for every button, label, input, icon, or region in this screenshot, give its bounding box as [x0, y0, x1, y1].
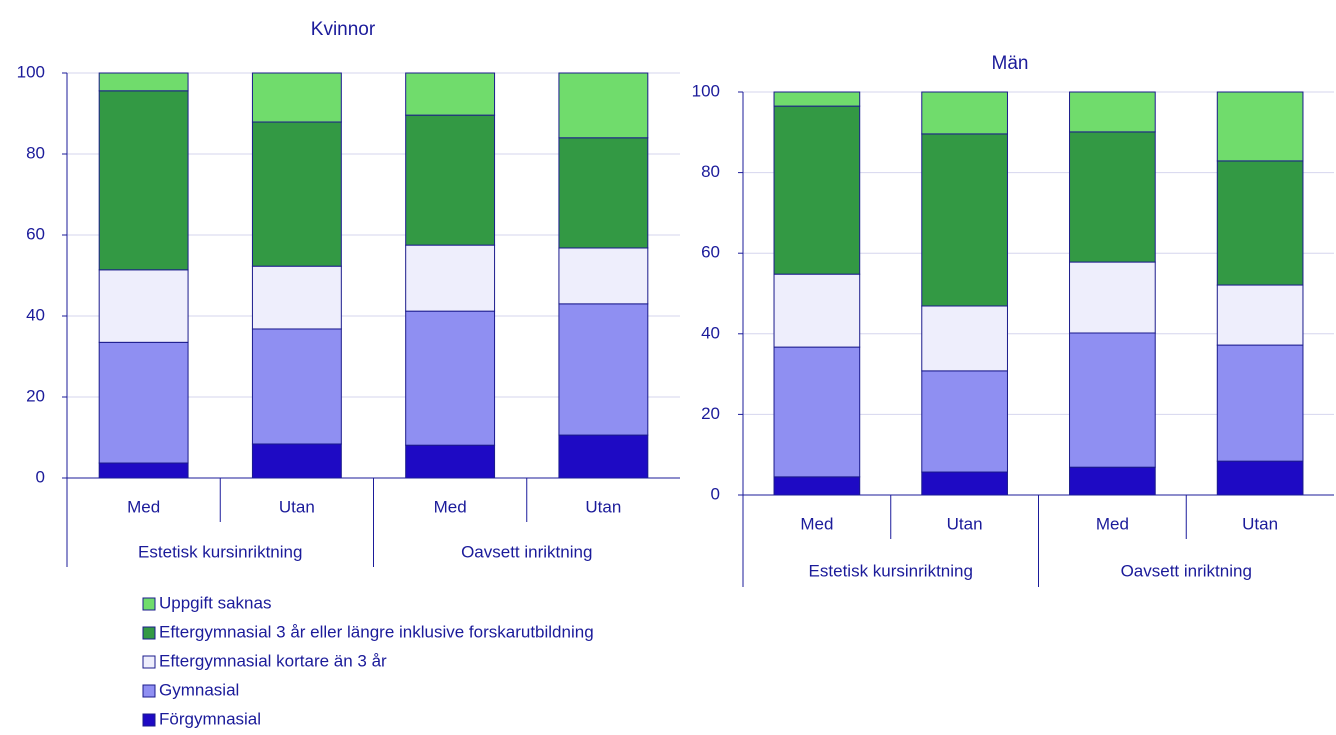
legend-swatch: [142, 626, 156, 640]
x-tick-label: Utan: [947, 514, 983, 533]
bar-segment: [558, 137, 649, 249]
bar-segment: [558, 72, 649, 139]
legend-label: Förgymnasial: [159, 709, 261, 728]
x-tick-label: Utan: [279, 497, 315, 516]
x-tick-label: Med: [800, 514, 833, 533]
y-tick-label: 60: [26, 224, 45, 243]
bar-segment: [558, 303, 649, 436]
bar-segment: [773, 476, 861, 496]
bar-segment: [251, 443, 342, 479]
bar-segment: [1069, 466, 1156, 496]
bar-segment: [98, 72, 189, 92]
bar-segment: [773, 105, 861, 275]
bar-segment: [921, 133, 1008, 307]
bar-segment: [1069, 91, 1156, 133]
bar-segment: [405, 72, 496, 116]
bar-segment: [1069, 131, 1156, 263]
bar-segment: [773, 273, 861, 348]
group-label: Estetisk kursinriktning: [809, 561, 973, 580]
bar-segment: [558, 434, 649, 479]
bar-segment: [405, 310, 496, 446]
bar-segment: [98, 462, 189, 479]
group-label: Oavsett inriktning: [1121, 561, 1252, 580]
y-tick-label: 100: [692, 81, 720, 100]
legend-swatch: [142, 655, 156, 669]
bar-segment: [921, 305, 1008, 372]
bar-segment: [405, 244, 496, 312]
bar-segment: [251, 121, 342, 267]
bar-segment: [1069, 332, 1156, 468]
bar-segment: [1069, 261, 1156, 334]
x-tick-label: Utan: [1242, 514, 1278, 533]
y-tick-label: 80: [26, 143, 45, 162]
bar-segment: [1216, 91, 1304, 162]
bar-segment: [921, 370, 1008, 473]
legend-label: Eftergymnasial kortare än 3 år: [159, 651, 387, 670]
legend-swatch: [142, 597, 156, 611]
x-tick-label: Med: [1096, 514, 1129, 533]
y-tick-label: 80: [701, 162, 720, 181]
bar-segment: [1216, 284, 1304, 346]
bar-segment: [251, 72, 342, 123]
bar-segment: [405, 444, 496, 479]
bar-segment: [98, 90, 189, 271]
bar-segment: [773, 91, 861, 107]
y-tick-label: 20: [701, 404, 720, 423]
bar-segment: [405, 114, 496, 246]
x-tick-label: Med: [434, 497, 467, 516]
bar-segment: [773, 346, 861, 478]
bar-segment: [251, 265, 342, 330]
x-tick-label: Utan: [585, 497, 621, 516]
chart-title: Män: [992, 53, 1029, 74]
bar-segment: [921, 91, 1008, 135]
y-tick-label: 0: [711, 484, 720, 503]
legend-swatch: [142, 684, 156, 698]
bar-segment: [1216, 160, 1304, 286]
y-tick-label: 100: [17, 62, 45, 81]
y-tick-label: 0: [36, 467, 45, 486]
bar-segment: [1216, 460, 1304, 496]
bar-segment: [98, 341, 189, 464]
group-label: Oavsett inriktning: [461, 542, 592, 561]
group-label: Estetisk kursinriktning: [138, 542, 302, 561]
legend-label: Eftergymnasial 3 år eller längre inklusi…: [159, 622, 594, 641]
bar-segment: [98, 269, 189, 343]
legend-swatch: [142, 713, 156, 727]
y-tick-label: 40: [26, 305, 45, 324]
bar-segment: [921, 471, 1008, 496]
legend-label: Gymnasial: [159, 680, 239, 699]
y-tick-label: 60: [701, 243, 720, 262]
y-tick-label: 20: [26, 386, 45, 405]
bar-segment: [251, 328, 342, 445]
y-tick-label: 40: [701, 323, 720, 342]
legend-label: Uppgift saknas: [159, 593, 271, 612]
chart-title: Kvinnor: [311, 19, 376, 40]
x-tick-label: Med: [127, 497, 160, 516]
bar-segment: [558, 247, 649, 305]
bar-segment: [1216, 344, 1304, 462]
